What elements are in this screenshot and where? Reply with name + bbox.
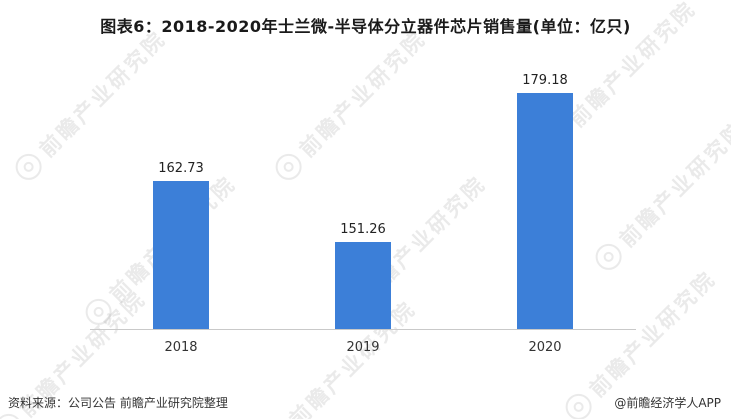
bar-column: 179.18 2020 [510, 62, 580, 355]
qianzhan-logo-inner-circle [21, 159, 36, 174]
bar-chart-plot-area: 162.73 2018 151.26 2019 179.18 2020 [90, 62, 636, 355]
qianzhan-logo-icon [10, 148, 48, 186]
attribution-note: @前瞻经济学人APP [614, 396, 721, 410]
bar-column: 162.73 2018 [146, 62, 216, 355]
chart-footer: 资料来源：公司公告 前瞻产业研究院整理 @前瞻经济学人APP [8, 394, 721, 411]
bar [153, 181, 209, 329]
bar-value-label: 151.26 [340, 222, 386, 237]
bar-value-label: 162.73 [158, 161, 204, 176]
x-axis-tick-label: 2019 [346, 340, 380, 355]
bar [517, 93, 573, 329]
x-axis-tick-label: 2018 [164, 340, 198, 355]
bar-value-label: 179.18 [522, 73, 568, 88]
chart-title: 图表6：2018-2020年士兰微-半导体分立器件芯片销售量(单位：亿只) [100, 17, 631, 36]
x-axis-tick-label: 2020 [528, 340, 562, 355]
bar [335, 242, 391, 329]
source-note: 资料来源：公司公告 前瞻产业研究院整理 [8, 396, 228, 410]
bar-column: 151.26 2019 [328, 62, 398, 355]
